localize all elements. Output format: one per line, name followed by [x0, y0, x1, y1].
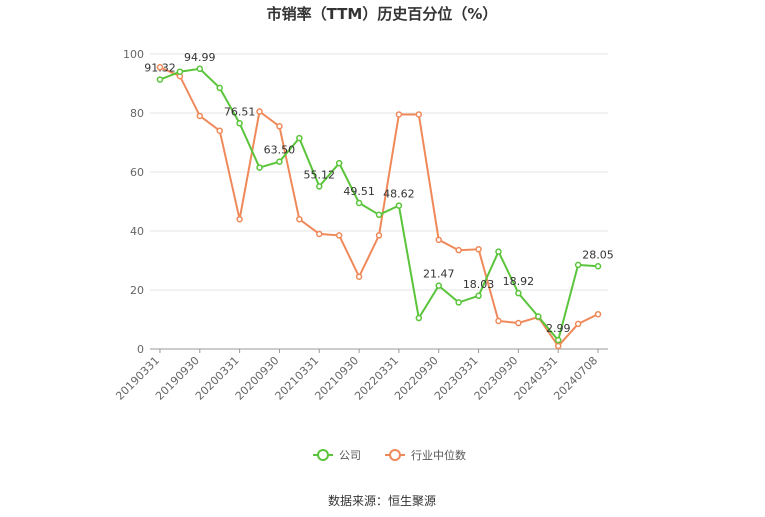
data-point: [574, 261, 582, 269]
legend[interactable]: 公司 行业中位数: [313, 448, 466, 462]
y-axis: 0 20 40 60 80 100: [123, 48, 144, 356]
data-point: [554, 336, 562, 344]
data-point: [276, 158, 283, 165]
data-label: 28.05: [582, 248, 614, 261]
data-label: 18.92: [503, 275, 535, 288]
data-point: [256, 164, 263, 171]
data-point: [216, 127, 223, 134]
data-point: [455, 299, 462, 306]
legend-item[interactable]: 行业中位数: [385, 448, 466, 462]
data-point: [375, 211, 383, 219]
data-point: [316, 230, 323, 238]
data-point: [276, 123, 283, 130]
x-axis: 2019033120190930202003312020093020210331…: [113, 348, 608, 403]
chart-title: 市销率（TTM）历史百分位（%）: [267, 5, 498, 23]
data-point: [435, 282, 442, 289]
data-label: 48.62: [383, 188, 415, 201]
data-point: [475, 292, 482, 300]
data-point: [335, 159, 343, 167]
y-tick-label: 40: [130, 225, 144, 238]
y-tick-label: 0: [137, 343, 144, 356]
source-note: 数据来源：恒生聚源: [328, 493, 436, 508]
data-point: [156, 64, 164, 71]
legend-swatch-marker: [317, 449, 329, 461]
data-point: [475, 246, 482, 253]
data-label: 49.51: [343, 185, 375, 198]
data-point: [196, 65, 204, 73]
data-label: 55.12: [304, 168, 336, 181]
data-label: 18.03: [463, 278, 495, 291]
data-point: [395, 111, 403, 118]
data-point: [495, 248, 502, 255]
data-point: [296, 215, 303, 223]
legend-label: 行业中位数: [411, 448, 466, 462]
data-point: [156, 76, 164, 83]
data-point: [256, 108, 263, 115]
x-tick-label: 20240708: [551, 354, 600, 403]
y-tick-label: 100: [123, 48, 144, 61]
data-point: [236, 120, 243, 127]
data-point: [515, 319, 522, 327]
data-point: [355, 273, 363, 280]
legend-swatch-marker: [389, 449, 401, 461]
data-point: [236, 215, 243, 223]
data-labels: 91.32 94.99 76.51 63.50 55.12 49.51 48.62 21.47…: [144, 51, 614, 335]
data-label: 21.47: [423, 268, 455, 281]
y-tick-label: 20: [130, 284, 144, 297]
data-point: [316, 183, 323, 190]
data-point: [216, 84, 223, 92]
data-point: [594, 310, 602, 318]
data-point: [415, 111, 423, 118]
data-label: 91.32: [144, 62, 176, 75]
data-point: [515, 289, 522, 297]
data-point: [355, 199, 363, 207]
legend-label: 公司: [339, 449, 361, 462]
data-point: [395, 202, 403, 209]
data-label: 76.51: [224, 105, 256, 118]
series-layer: [156, 64, 602, 350]
data-point: [535, 313, 542, 320]
y-tick-label: 60: [130, 166, 144, 179]
data-point: [594, 263, 602, 270]
data-point: [335, 232, 343, 239]
data-point: [495, 317, 502, 325]
grid: [150, 53, 608, 291]
data-point: [574, 320, 582, 328]
data-label: 63.50: [264, 144, 296, 157]
data-point: [435, 236, 442, 244]
data-point: [455, 246, 462, 254]
data-point: [415, 314, 423, 322]
data-point: [554, 342, 562, 350]
data-point: [375, 232, 383, 239]
y-tick-label: 80: [130, 107, 144, 120]
data-label: 94.99: [184, 51, 216, 64]
data-label: 2.99: [546, 322, 571, 335]
data-point: [296, 134, 303, 142]
data-point: [176, 68, 184, 75]
data-point: [196, 112, 204, 120]
legend-item[interactable]: 公司: [313, 449, 361, 462]
